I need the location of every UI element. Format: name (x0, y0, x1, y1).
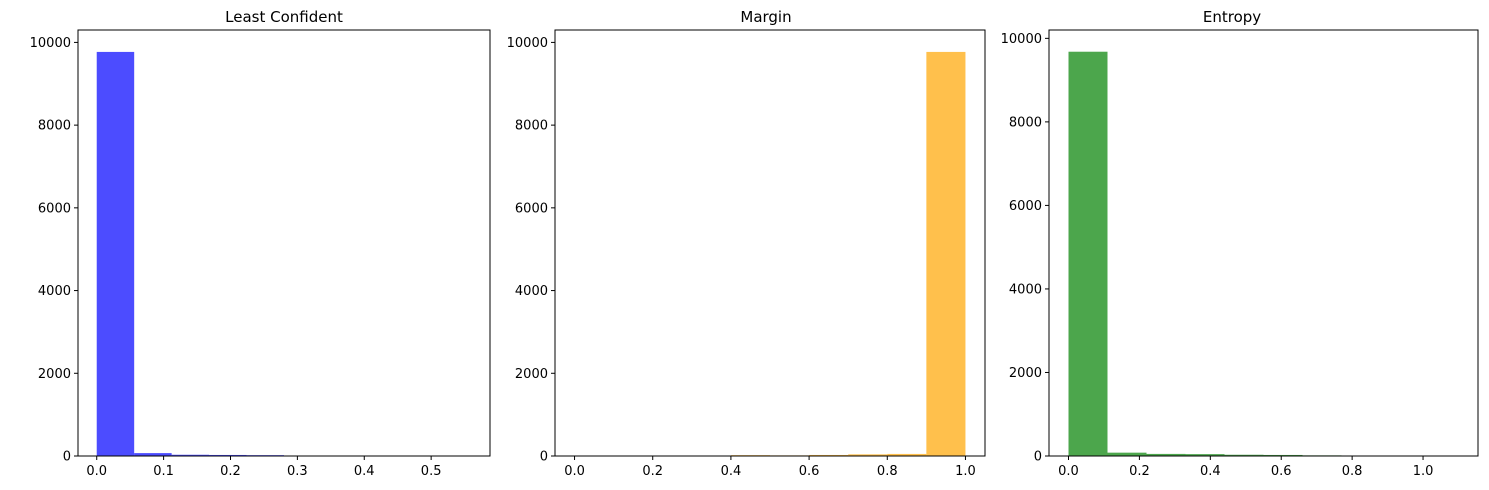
y-tick-label: 4000 (1009, 282, 1042, 297)
panel-least-confident: Least Confident 0.0 0.1 0.2 0.3 0.4 0.5 0 2000… (30, 8, 491, 479)
y-axis: 0 2000 4000 6000 8000 10000 (30, 36, 78, 465)
x-tick-label: 0.0 (86, 464, 107, 479)
panel-margin: Margin 0.0 0.2 0.4 0.6 0.8 1.0 0 2000 4000 6000 8… (507, 8, 986, 479)
y-tick-label: 10000 (1001, 32, 1042, 47)
x-tick-label: 0.6 (1271, 464, 1292, 479)
axes-frame (77, 29, 491, 457)
y-tick-label: 10000 (30, 36, 71, 51)
x-axis: 0.0 0.2 0.4 0.6 0.8 1.0 (1058, 456, 1433, 479)
y-tick-label: 8000 (1009, 115, 1042, 130)
axes-frame (1048, 29, 1479, 457)
x-tick-label: 0.4 (721, 464, 742, 479)
histogram-bar (134, 453, 172, 456)
histogram-bar (809, 454, 849, 456)
axes-frame (554, 29, 986, 457)
x-tick-label: 0.2 (1129, 464, 1150, 479)
bars-margin (574, 51, 966, 457)
panel-entropy: Entropy 0.0 0.2 0.4 0.6 0.8 1.0 0 2000 4000 6000… (1001, 8, 1479, 479)
y-tick-label: 8000 (38, 119, 71, 134)
y-tick-label: 4000 (38, 284, 71, 299)
x-tick-label: 0.8 (1342, 464, 1363, 479)
y-tick-label: 10000 (507, 36, 548, 51)
bars-least-confident (96, 51, 472, 457)
x-tick-label: 0.5 (421, 464, 442, 479)
histogram-bar (209, 454, 247, 456)
histogram-bar (1068, 51, 1108, 456)
histogram-bar (171, 454, 210, 456)
x-tick-label: 0.4 (354, 464, 375, 479)
histogram-bar (1263, 454, 1303, 456)
y-axis: 0 2000 4000 6000 8000 10000 (507, 36, 555, 465)
panel-title: Margin (740, 8, 791, 26)
x-tick-label: 0.2 (220, 464, 241, 479)
x-tick-label: 0.8 (877, 464, 898, 479)
histogram-bar (1185, 454, 1225, 456)
x-axis: 0.0 0.2 0.4 0.6 0.8 1.0 (564, 456, 976, 479)
histogram-bar (887, 453, 927, 456)
x-tick-label: 0.0 (564, 464, 585, 479)
y-tick-label: 8000 (515, 119, 548, 134)
y-tick-label: 0 (540, 450, 548, 465)
x-tick-label: 0.4 (1200, 464, 1221, 479)
bars-entropy (1068, 51, 1459, 456)
histogram-bar (1224, 454, 1264, 456)
histogram-bar (96, 51, 135, 457)
y-tick-label: 6000 (38, 201, 71, 216)
y-axis: 0 2000 4000 6000 8000 10000 (1001, 32, 1049, 465)
y-tick-label: 2000 (1009, 366, 1042, 381)
x-tick-label: 0.1 (153, 464, 174, 479)
x-tick-label: 0.0 (1058, 464, 1079, 479)
histogram-bar (926, 51, 966, 457)
x-tick-label: 1.0 (955, 464, 976, 479)
histogram-bar (1107, 452, 1147, 456)
histogram-bar (848, 454, 888, 456)
y-tick-label: 6000 (1009, 199, 1042, 214)
y-tick-label: 2000 (515, 367, 548, 382)
panel-title: Entropy (1203, 8, 1261, 26)
histogram-bar (1146, 453, 1186, 456)
x-tick-label: 0.6 (799, 464, 820, 479)
y-tick-label: 2000 (38, 367, 71, 382)
x-axis: 0.0 0.1 0.2 0.3 0.4 0.5 (86, 456, 441, 479)
panel-title: Least Confident (225, 8, 343, 26)
y-tick-label: 0 (63, 450, 71, 465)
y-tick-label: 4000 (515, 284, 548, 299)
y-tick-label: 6000 (515, 201, 548, 216)
x-tick-label: 1.0 (1413, 464, 1434, 479)
x-tick-label: 0.2 (642, 464, 663, 479)
x-tick-label: 0.3 (287, 464, 308, 479)
y-tick-label: 0 (1034, 450, 1042, 465)
